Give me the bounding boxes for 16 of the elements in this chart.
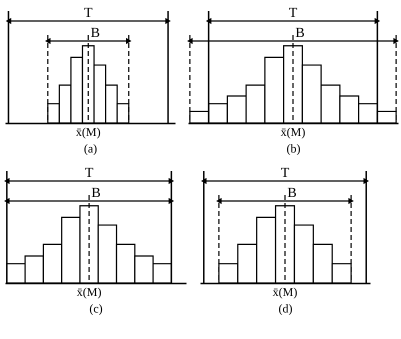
text: B bbox=[91, 186, 101, 201]
text: T bbox=[280, 166, 290, 181]
text: B bbox=[295, 26, 305, 41]
text: x̄(M) bbox=[272, 285, 298, 299]
text: T bbox=[288, 6, 298, 21]
x-axis-title: (c) bbox=[89, 302, 103, 316]
x-axis-title: (d) bbox=[278, 302, 292, 316]
text: x̄(M) bbox=[280, 125, 306, 139]
text: x̄(M) bbox=[76, 125, 101, 139]
text: T bbox=[84, 166, 94, 181]
text: B bbox=[287, 186, 297, 201]
x-axis-title: (a) bbox=[84, 142, 98, 156]
text: B bbox=[90, 26, 100, 41]
text: x̄(M) bbox=[76, 285, 102, 299]
text: T bbox=[84, 6, 93, 21]
x-axis-title: (b) bbox=[286, 142, 300, 156]
